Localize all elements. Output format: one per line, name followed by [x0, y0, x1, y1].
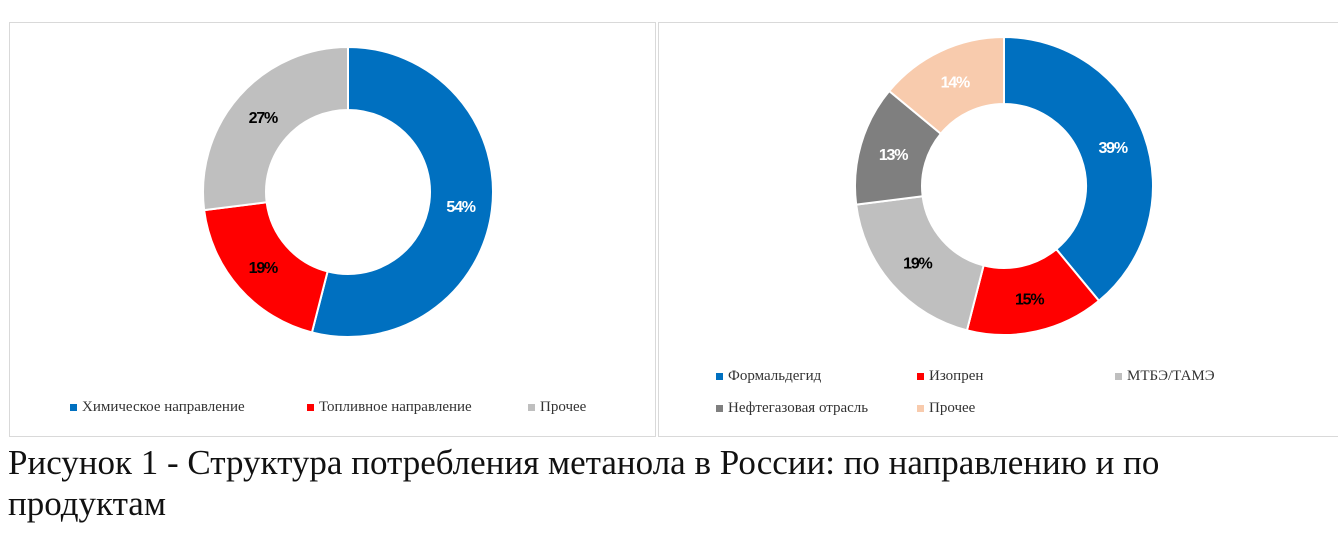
legend-swatch-oilgas: [716, 405, 723, 412]
products-slice-0: [1003, 35, 1154, 303]
direction-slice-2: [202, 45, 349, 212]
figure-caption: Рисунок 1 - Структура потребления метано…: [8, 442, 1333, 524]
legend-swatch-formaldehyde: [716, 373, 723, 380]
products-slice-label-4: 14%: [941, 74, 970, 91]
products-slice-label-3: 13%: [879, 147, 908, 164]
legend-label-oilgas: Нефтегазовая отрасль: [728, 400, 869, 416]
legend-item-oilgas: Нефтегазовая отрасль: [716, 400, 868, 417]
legend-label-fuel: Топливное направление: [319, 399, 472, 415]
caption-line-1: Рисунок 1 - Структура потребления метано…: [8, 443, 1160, 482]
legend-swatch-fuel: [307, 404, 314, 411]
legend-label-formaldehyde: Формальдегид: [728, 368, 822, 384]
legend-swatch-other2: [917, 405, 924, 412]
direction-slice-label-2: 27%: [249, 110, 278, 127]
direction-slice-label-1: 19%: [249, 260, 278, 277]
donut-chart-products: 39% 15% 19% 13% 14%: [854, 35, 1154, 336]
legend-label-other: Прочее: [540, 399, 587, 415]
legend-swatch-other: [528, 404, 535, 411]
legend-item-chemical: Химическое направление: [70, 399, 245, 416]
legend-item-formaldehyde: Формальдегид: [716, 368, 821, 385]
legend-item-isoprene: Изопрен: [917, 368, 983, 385]
products-slice-label-1: 15%: [1015, 292, 1044, 309]
direction-slice-label-0: 54%: [446, 199, 475, 216]
legend-label-isoprene: Изопрен: [929, 368, 984, 384]
products-slice-2: [855, 195, 985, 332]
legend-swatch-chemical: [70, 404, 77, 411]
direction-slice-0: [310, 45, 494, 338]
legend-item-fuel: Топливное направление: [307, 399, 472, 416]
legend-swatch-isoprene: [917, 373, 924, 380]
products-slice-label-2: 19%: [903, 255, 932, 272]
chart-left-panel: 54% 19% 27% Химическое направление Топливн…: [9, 22, 656, 437]
products-slice-4: [887, 35, 1005, 136]
chart-right-panel: 39% 15% 19% 13% 14% Формальдегид Изопрен МТБ…: [658, 22, 1338, 437]
legend-item-other2: Прочее: [917, 400, 975, 417]
products-slice-label-0: 39%: [1098, 140, 1127, 157]
donut-chart-direction: 54% 19% 27%: [202, 45, 494, 338]
legend-label-chemical: Химическое направление: [82, 399, 245, 415]
legend-label-mtbe: МТБЭ/ТАМЭ: [1127, 368, 1215, 384]
legend-item-mtbe: МТБЭ/ТАМЭ: [1115, 368, 1215, 385]
legend-item-other: Прочее: [528, 399, 586, 416]
legend-swatch-mtbe: [1115, 373, 1122, 380]
caption-line-2: продуктам: [8, 484, 166, 523]
legend-label-other2: Прочее: [929, 400, 976, 416]
direction-slice-1: [203, 201, 329, 334]
